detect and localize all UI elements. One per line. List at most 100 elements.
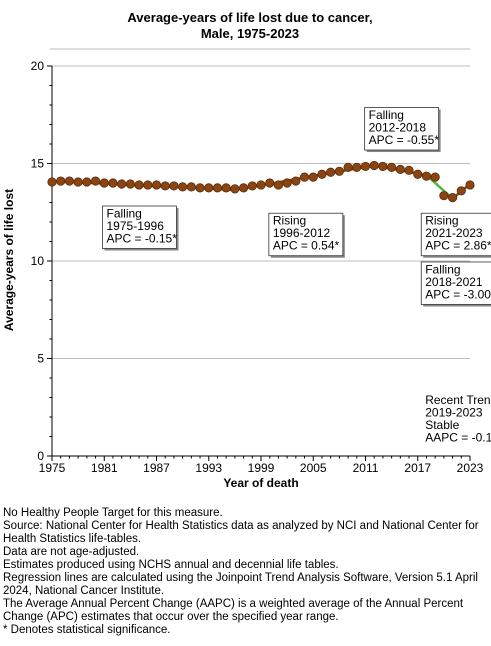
data-point — [169, 181, 179, 191]
chart-title: Average-years of life lost due to cancer… — [127, 10, 372, 41]
y-axis-title: Average-years of life lost — [2, 189, 16, 331]
data-point — [299, 172, 310, 182]
data-point — [212, 183, 223, 193]
data-point — [230, 184, 240, 194]
data-point — [360, 161, 371, 172]
data-point — [256, 180, 266, 190]
annotation-text: 2019-2023 — [425, 405, 483, 419]
annotation-text: APC = -0.55* — [369, 133, 440, 147]
data-point — [430, 172, 440, 182]
data-point — [64, 176, 75, 186]
data-point — [465, 180, 475, 190]
data-point — [334, 166, 344, 176]
data-point — [108, 178, 118, 188]
x-tick-label: 1975 — [39, 461, 66, 475]
chart-title-line: Male, 1975-2023 — [201, 26, 299, 41]
data-point — [447, 193, 458, 203]
x-tick-label: 2005 — [300, 461, 327, 475]
x-tick-label: 2011 — [353, 461, 379, 475]
annotation-text: AAPC = -0.11 — [425, 430, 491, 444]
data-point — [143, 180, 153, 190]
annotation-text: Stable — [425, 418, 459, 432]
annotation-text: Rising — [425, 214, 458, 228]
annotation-box — [268, 212, 344, 257]
annotation-box — [364, 107, 440, 151]
data-point — [186, 182, 196, 192]
annotation-text: Falling — [369, 108, 404, 122]
axes: 0 5 10 15 20 1975 1981 1987 1993 1999 2005 2011 2017… — [31, 59, 484, 475]
data-point — [117, 179, 127, 189]
life-lost-chart: Average-years of life lost due to cancer… — [2, 10, 491, 490]
data-point — [247, 181, 257, 191]
data-point — [56, 176, 66, 186]
data-point — [421, 171, 432, 181]
x-tick-label: 1981 — [91, 461, 118, 475]
data-point — [273, 180, 284, 190]
footnotes: No Healthy People Target for this measur… — [3, 507, 489, 637]
footnote-estimates: Estimates produced using NCHS annual and… — [3, 559, 339, 571]
data-point — [456, 186, 466, 196]
footnote-age-adjust: Data are not age-adjusted. — [3, 546, 140, 558]
y-tick-label: 10 — [31, 254, 45, 268]
annotation-text: 2012-2018 — [369, 121, 427, 135]
y-tick-label: 20 — [31, 59, 45, 73]
data-point — [282, 178, 292, 188]
data-point — [439, 191, 449, 201]
data-point — [404, 165, 414, 175]
data-point — [378, 161, 388, 172]
data-point — [369, 160, 379, 171]
x-tick-label: 1999 — [248, 461, 275, 475]
annotation-text: APC = -3.00* — [425, 287, 491, 301]
annotation-text: APC = 2.86* — [425, 239, 491, 253]
annotation-text: Rising — [273, 214, 306, 228]
data-points — [47, 160, 475, 203]
data-point — [291, 176, 301, 186]
footnote-source: Source: National Center for Health Stati… — [3, 520, 479, 545]
gridlines — [52, 65, 470, 359]
data-point — [413, 169, 423, 179]
y-tick-label: 0 — [37, 449, 44, 463]
data-point — [99, 178, 109, 188]
annotation-box — [420, 261, 491, 305]
data-point — [47, 177, 57, 187]
x-tick-label: 1993 — [195, 461, 222, 475]
data-point — [221, 183, 231, 193]
x-tick-label: 2023 — [457, 461, 484, 475]
data-point — [73, 177, 83, 187]
data-point — [160, 181, 170, 191]
data-point — [395, 164, 405, 174]
annotation-text: APC = 0.54* — [273, 239, 340, 253]
data-point — [317, 169, 327, 179]
annotation-text: 2018-2021 — [425, 275, 483, 289]
data-point — [178, 182, 188, 192]
data-point — [125, 179, 135, 189]
y-tick-label: 5 — [37, 352, 44, 366]
y-tick-label: 15 — [31, 157, 45, 171]
data-point — [134, 180, 144, 190]
footnote-aapc: The Average Annual Percent Change (AAPC)… — [3, 598, 464, 623]
annotation-text: APC = -0.15* — [107, 232, 178, 246]
data-point — [343, 162, 353, 172]
data-point — [308, 172, 318, 182]
data-point — [90, 176, 101, 186]
data-point — [352, 162, 362, 172]
footnote-significance: * Denotes statistical significance. — [3, 624, 171, 636]
footnote-target: No Healthy People Target for this measur… — [3, 507, 223, 519]
annotation-text: Recent Trend — [425, 393, 491, 407]
data-point — [265, 178, 275, 188]
data-point — [238, 183, 249, 193]
data-point — [151, 180, 162, 190]
x-tick-label: 1987 — [143, 461, 170, 475]
annotation-text: 1975-1996 — [107, 219, 165, 233]
data-point — [82, 177, 92, 187]
annotation-text: Falling — [107, 207, 142, 221]
footnote-regression: Regression lines are calculated using th… — [3, 572, 478, 597]
data-point — [387, 162, 397, 172]
